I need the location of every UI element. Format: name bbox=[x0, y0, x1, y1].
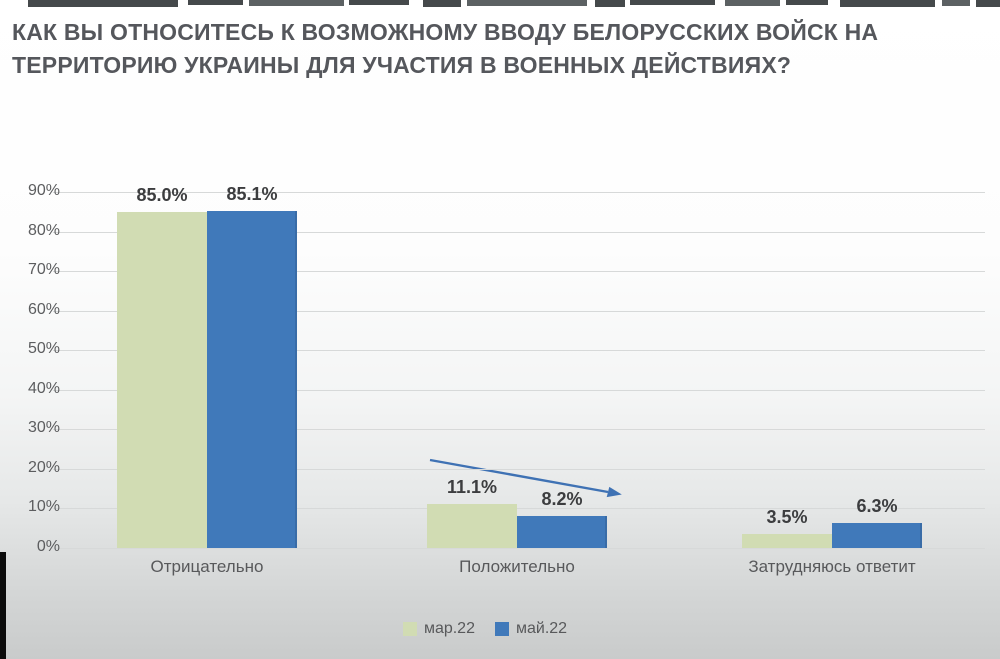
gridline bbox=[53, 192, 985, 193]
legend-swatch bbox=[402, 622, 417, 636]
legend-item-май.22: май.22 bbox=[494, 620, 568, 638]
cropped-text-strip bbox=[28, 0, 1000, 8]
bar-value-label: 6.3% bbox=[856, 496, 898, 517]
category-label: Затрудняюсь ответит bbox=[748, 557, 916, 576]
bar-май.22-Затрудняюсь ответит bbox=[832, 523, 922, 548]
gridline bbox=[53, 468, 985, 470]
y-axis-tick-label: 10% bbox=[27, 498, 60, 516]
category-label: Отрицательно bbox=[150, 557, 264, 576]
trend-arrow-annotation bbox=[429, 458, 622, 498]
y-axis-tick-label: 30% bbox=[27, 419, 60, 437]
y-axis-tick-label: 50% bbox=[27, 340, 60, 358]
y-axis-tick-label: 40% bbox=[27, 379, 60, 397]
gridline bbox=[53, 548, 985, 549]
chart-legend: мар.22 май.22 bbox=[0, 620, 970, 638]
bar-май.22-Положительно bbox=[517, 515, 607, 548]
bar-value-label: 85.0% bbox=[136, 184, 188, 205]
y-axis-tick-label: 70% bbox=[27, 261, 60, 279]
bar-value-label: 8.2% bbox=[541, 488, 583, 509]
bar-май.22-Отрицательно bbox=[207, 211, 297, 548]
legend-item-мар.22: мар.22 bbox=[402, 620, 475, 638]
y-axis-tick-label: 20% bbox=[27, 458, 60, 476]
gridline bbox=[53, 271, 985, 273]
gridline bbox=[53, 508, 985, 510]
y-axis-tick-label: 0% bbox=[36, 538, 60, 555]
chart-title: КАК ВЫ ОТНОСИТЕСЬ К ВОЗМОЖНОМУ ВВОДУ БЕЛ… bbox=[12, 19, 879, 78]
legend-swatch bbox=[494, 622, 509, 636]
y-axis-tick-label: 80% bbox=[27, 221, 60, 239]
y-axis-tick-label: 90% bbox=[27, 182, 60, 199]
bar-value-label: 85.1% bbox=[226, 184, 278, 205]
gridline bbox=[53, 310, 985, 312]
bar-мар.22-Отрицательно bbox=[117, 211, 207, 548]
legend-label: май.22 bbox=[515, 620, 568, 637]
gridline bbox=[53, 389, 985, 391]
gridline bbox=[53, 350, 985, 352]
bar-мар.22-Затрудняюсь ответит bbox=[742, 534, 832, 548]
bar-мар.22-Положительно bbox=[427, 504, 517, 548]
category-label: Положительно bbox=[459, 557, 575, 576]
bar-value-label: 11.1% bbox=[446, 477, 498, 498]
bar-value-label: 3.5% bbox=[766, 507, 808, 528]
gridline bbox=[53, 429, 985, 431]
legend-label: мар.22 bbox=[423, 620, 475, 637]
y-axis-tick-label: 60% bbox=[27, 300, 60, 318]
left-edge-black-bar bbox=[0, 552, 6, 659]
gridline bbox=[53, 231, 985, 233]
